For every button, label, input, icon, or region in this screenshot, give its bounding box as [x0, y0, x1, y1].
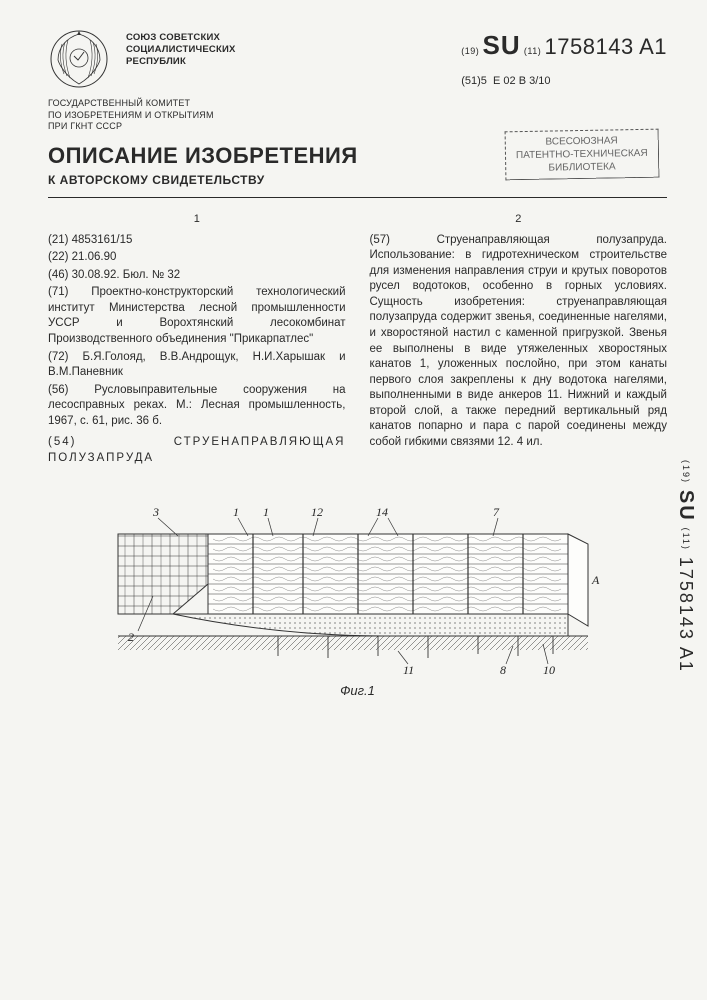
republic-line3: РЕСПУБЛИК	[126, 56, 236, 68]
side-19-value: SU	[675, 490, 697, 522]
figure-drawing: 3 1 1 12 14 7 2 11 8 10 A	[98, 496, 618, 676]
svg-text:1: 1	[233, 505, 239, 519]
svg-text:10: 10	[543, 663, 555, 676]
code-11-label: (11)	[524, 46, 541, 56]
colnum-left: 1	[48, 212, 346, 227]
colnum-right: 2	[370, 212, 668, 227]
library-stamp: ВСЕСОЮЗНАЯ ПАТЕНТНО-ТЕХНИЧЕСКАЯ БИБЛИОТЕ…	[505, 129, 659, 181]
stamp-line3: БИБЛИОТЕКА	[516, 160, 648, 175]
field-21: (21) 4853161/15	[48, 233, 346, 249]
code-19-value: SU	[483, 30, 521, 60]
side-patent-label: (19) SU (11) 1758143 A1	[674, 460, 697, 673]
svg-text:A: A	[591, 573, 600, 587]
code-19-label: (19)	[461, 46, 479, 56]
patent-number: 1758143 A1	[545, 34, 667, 59]
code-51-label: (51)5	[461, 75, 487, 87]
side-11-label: (11)	[681, 528, 691, 551]
committee-line1: ГОСУДАРСТВЕННЫЙ КОМИТЕТ	[48, 98, 667, 110]
figure-label: Фиг.1	[48, 683, 667, 698]
figure-1: 3 1 1 12 14 7 2 11 8 10 A Фиг.1	[48, 496, 667, 698]
stamp-line2: ПАТЕНТНО-ТЕХНИЧЕСКАЯ	[516, 147, 648, 162]
republic-line2: СОЦИАЛИСТИЧЕСКИХ	[126, 44, 236, 56]
field-71: (71) Проектно-конструкторский технологич…	[48, 285, 346, 347]
field-54: (54) СТРУЕНАПРАВЛЯЮЩАЯ ПОЛУЗАПРУДА	[48, 435, 346, 466]
committee-block: ГОСУДАРСТВЕННЫЙ КОМИТЕТ ПО ИЗОБРЕТЕНИЯМ …	[48, 98, 667, 133]
abstract-columns: 1 (21) 4853161/15 (22) 21.06.90 (46) 30.…	[48, 212, 667, 468]
committee-line2: ПО ИЗОБРЕТЕНИЯМ И ОТКРЫТИЯМ	[48, 110, 667, 122]
svg-text:2: 2	[128, 630, 134, 644]
state-emblem	[48, 28, 110, 90]
svg-text:11: 11	[403, 663, 414, 676]
field-57: (57) Струенаправляющая полузапруда. Испо…	[370, 233, 668, 450]
field-72: (72) Б.Я.Голояд, В.В.Андрощук, Н.И.Харыш…	[48, 350, 346, 381]
republic-label: СОЮЗ СОВЕТСКИХ СОЦИАЛИСТИЧЕСКИХ РЕСПУБЛИ…	[126, 28, 236, 68]
svg-text:3: 3	[152, 505, 159, 519]
svg-text:8: 8	[500, 663, 506, 676]
svg-text:1: 1	[263, 505, 269, 519]
svg-text:14: 14	[376, 505, 388, 519]
field-56: (56) Русловыправительные сооружения на л…	[48, 383, 346, 430]
svg-text:7: 7	[493, 505, 500, 519]
field-22: (22) 21.06.90	[48, 250, 346, 266]
side-19-label: (19)	[681, 460, 691, 484]
right-column: 2 (57) Струенаправляющая полузапруда. Ис…	[370, 212, 668, 468]
republic-line1: СОЮЗ СОВЕТСКИХ	[126, 32, 236, 44]
field-46: (46) 30.08.92. Бюл. № 32	[48, 268, 346, 284]
document-id-block: (19) SU (11) 1758143 A1 (51)5 E 02 B 3/1…	[461, 28, 667, 87]
svg-text:12: 12	[311, 505, 323, 519]
side-11-value: 1758143 A1	[676, 557, 696, 673]
ipc-class: E 02 B 3/10	[493, 75, 551, 87]
left-column: 1 (21) 4853161/15 (22) 21.06.90 (46) 30.…	[48, 212, 346, 468]
